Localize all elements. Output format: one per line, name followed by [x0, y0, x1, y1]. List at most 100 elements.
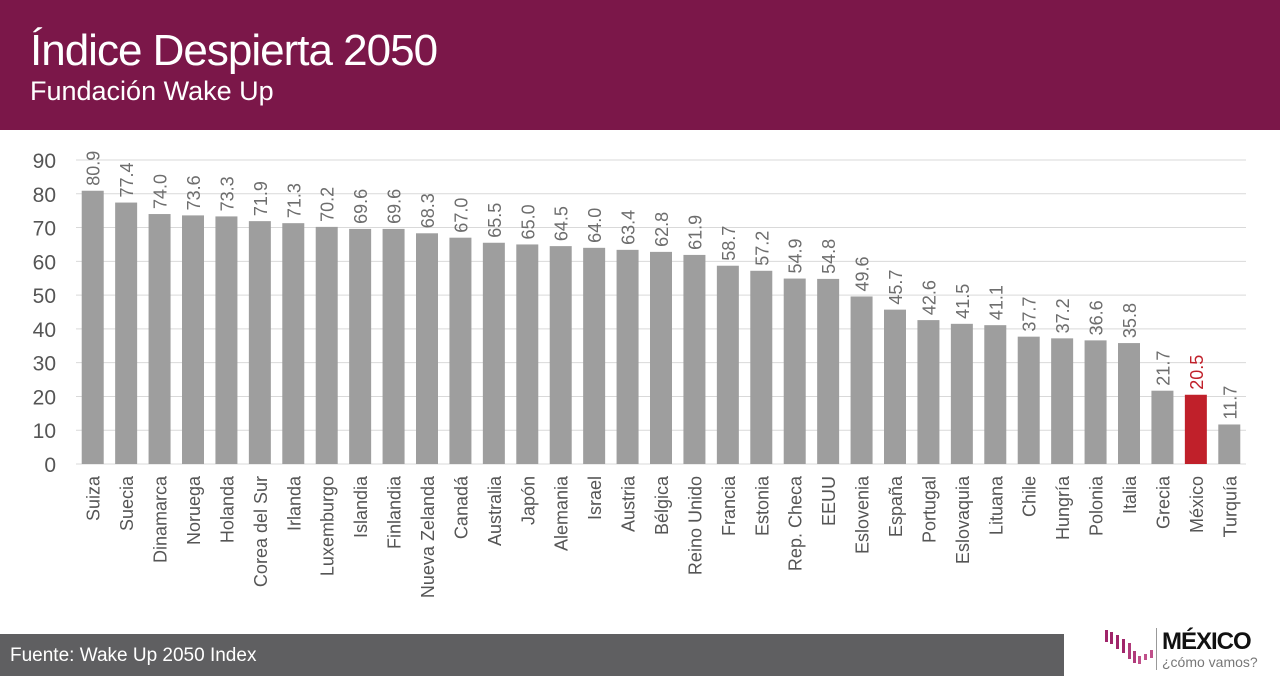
x-tick-label: Portugal [919, 476, 939, 543]
bar [449, 237, 472, 464]
bar [349, 228, 372, 464]
bar-chart: 0 10 20 30 40 50 60 70 80 90 80.9 Suiza 77.4 Suecia 74… [33, 150, 1246, 598]
bar [1017, 336, 1040, 464]
y-tick-label: 90 [33, 150, 56, 173]
page-title: Índice Despierta 2050 [30, 26, 438, 75]
data-label: 49.6 [853, 256, 873, 291]
data-label: 69.6 [351, 189, 371, 224]
data-label: 73.3 [217, 176, 237, 211]
x-tick-label: Corea del Sur [251, 476, 271, 587]
x-tick-label: Estonia [752, 475, 772, 536]
data-label: 64.5 [552, 206, 572, 241]
bar [750, 270, 773, 464]
data-label: 65.0 [518, 204, 538, 239]
logo-text: MÉXICO [1162, 628, 1252, 655]
bar [315, 226, 338, 464]
y-tick-label: 60 [33, 251, 56, 274]
bar [248, 221, 271, 464]
source-note: Fuente: Wake Up 2050 Index [10, 645, 257, 666]
y-tick-label: 50 [33, 285, 56, 308]
x-tick-label: España [886, 475, 906, 537]
data-label: 73.6 [184, 175, 204, 210]
header: Índice Despierta 2050 Fundación Wake Up [0, 0, 1280, 130]
x-tick-label: Eslovenia [853, 475, 873, 554]
data-label: 41.5 [953, 284, 973, 319]
data-label: 64.0 [585, 208, 605, 243]
x-tick-label: Turquía [1220, 475, 1240, 537]
bar [148, 214, 171, 464]
bar [115, 202, 138, 464]
x-tick-label: Suecia [117, 475, 137, 531]
x-tick-label: Eslovaquia [953, 475, 973, 564]
bar [516, 244, 539, 464]
bar [884, 309, 906, 464]
x-tick-label: Japón [518, 476, 538, 525]
bar [950, 323, 973, 464]
bar [683, 254, 706, 464]
data-label: 54.9 [786, 239, 806, 274]
bar [1118, 343, 1140, 464]
data-label: 45.7 [886, 270, 906, 305]
data-label: 63.4 [619, 210, 639, 245]
data-label: 77.4 [117, 163, 137, 198]
data-label: 68.3 [418, 193, 438, 228]
data-label: 57.2 [752, 231, 772, 266]
data-label: 67.0 [451, 198, 471, 233]
y-tick-label: 20 [33, 386, 56, 409]
x-tick-label: Rep. Checa [786, 475, 806, 571]
bar [1184, 394, 1207, 464]
mexico-como-vamos-logo: MÉXICO ¿cómo vamos? [1100, 626, 1270, 672]
y-tick-label: 10 [33, 420, 56, 443]
y-tick-label: 70 [33, 218, 56, 241]
data-label: 41.1 [986, 285, 1006, 320]
data-label: 35.8 [1120, 303, 1140, 338]
x-tick-label: Luxemburgo [318, 476, 338, 576]
x-tick-label: EEUU [819, 476, 839, 526]
bar [650, 251, 672, 464]
x-tick-label: Suiza [84, 475, 104, 521]
data-label: 54.8 [819, 239, 839, 274]
data-label: 69.6 [385, 189, 405, 224]
x-tick-label: Chile [1020, 476, 1040, 517]
y-tick-label: 80 [33, 184, 56, 207]
bar [482, 242, 505, 464]
bar [583, 247, 606, 464]
bar [1218, 424, 1241, 464]
x-tick-label: Noruega [184, 475, 204, 545]
data-label: 71.3 [284, 183, 304, 218]
x-tick-label: Canadá [451, 475, 471, 539]
x-tick-label: México [1187, 476, 1207, 533]
page-subtitle: Fundación Wake Up [30, 76, 274, 106]
data-label: 62.8 [652, 212, 672, 247]
x-tick-label: Alemania [552, 475, 572, 551]
x-tick-label: Australia [485, 475, 505, 546]
bar [817, 278, 840, 464]
bar [917, 320, 940, 464]
bar [984, 325, 1007, 464]
x-tick-label: Reino Unido [685, 476, 705, 575]
bar [616, 249, 639, 464]
footer: Fuente: Wake Up 2050 Index [0, 634, 1064, 676]
data-label: 71.9 [251, 181, 271, 216]
data-label: 11.7 [1220, 386, 1240, 420]
x-tick-label: Polonia [1087, 475, 1107, 536]
data-label: 20.5 [1187, 355, 1207, 390]
bar [282, 223, 305, 464]
y-tick-label: 0 [44, 454, 56, 477]
bar [215, 216, 238, 464]
data-label: 36.6 [1087, 300, 1107, 335]
x-tick-label: Italia [1120, 475, 1140, 514]
x-tick-label: Bélgica [652, 475, 672, 535]
data-label: 74.0 [151, 174, 171, 209]
bar [182, 215, 204, 464]
data-label: 42.6 [919, 280, 939, 315]
logo-bars-icon [1105, 630, 1153, 664]
x-tick-label: Francia [719, 475, 739, 536]
x-tick-label: Dinamarca [151, 475, 171, 563]
logo-divider [1156, 628, 1157, 670]
x-tick-label: Nueva Zelanda [418, 475, 438, 598]
bar [549, 246, 572, 464]
data-label: 37.2 [1053, 298, 1073, 333]
data-label: 58.7 [719, 226, 739, 261]
data-label: 21.7 [1153, 351, 1173, 386]
